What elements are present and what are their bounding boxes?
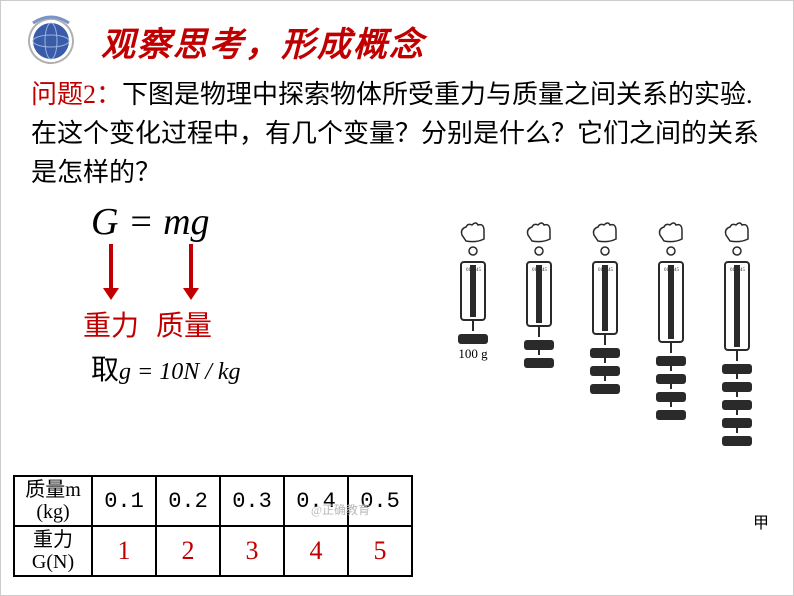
weight-disc-icon <box>722 436 752 446</box>
label-gravity: 重力 <box>83 304 139 344</box>
spring-scale-icon: 012345 <box>460 261 486 321</box>
hook-line <box>604 335 606 345</box>
experiment-illustration: 012345 100 g 012345 012345 012345 012345 甲 <box>445 221 775 541</box>
spring-scale-icon: 012345 <box>592 261 618 335</box>
spring-scale-set: 012345 <box>643 221 699 420</box>
hook-line <box>736 351 738 361</box>
hook-line <box>538 327 540 337</box>
connector-line <box>736 428 738 433</box>
weight-cell: 3 <box>220 526 284 576</box>
hand-icon <box>722 221 752 243</box>
weight-disc-icon <box>458 334 488 344</box>
spring-scale-set: 012345 <box>709 221 765 446</box>
hook-line <box>670 343 672 353</box>
connector-line <box>670 384 672 389</box>
weight-disc-icon <box>590 348 620 358</box>
hand-icon <box>656 221 686 243</box>
spring-scale-icon: 012345 <box>658 261 684 343</box>
connector-line <box>670 366 672 371</box>
connector-line <box>736 392 738 397</box>
experiment-caption: 甲 <box>753 509 769 533</box>
weight-disc-icon <box>590 366 620 376</box>
globe-icon <box>21 11 81 71</box>
spring-scale-icon: 012345 <box>724 261 750 351</box>
take-g-prefix: 取 <box>91 355 119 386</box>
spring-scale-set: 012345 <box>577 221 633 394</box>
weight-disc-icon <box>656 374 686 384</box>
page-title: 观察思考，形成概念 <box>101 17 425 66</box>
connector-line <box>736 374 738 379</box>
spring-scale-icon: 012345 <box>526 261 552 327</box>
hand-icon <box>590 221 620 243</box>
row-header-mass: 质量m (kg) <box>14 476 92 526</box>
question-label: 问题2： <box>31 80 122 109</box>
arrow-down-icon <box>109 244 113 290</box>
weight-cell: 1 <box>92 526 156 576</box>
connector-line <box>736 410 738 415</box>
weight-disc-icon <box>590 384 620 394</box>
table-row: 重力G(N) 1 2 3 4 5 <box>14 526 412 576</box>
spring-scale-set: 012345 <box>511 221 567 368</box>
weight-disc-icon <box>524 358 554 368</box>
weight-cell: 4 <box>284 526 348 576</box>
weight-cell: 2 <box>156 526 220 576</box>
ring-icon <box>466 243 480 261</box>
ring-icon <box>730 243 744 261</box>
question-text: 下图是物理中探索物体所受重力与质量之间关系的实验.在这个变化过程中，有几个变量？… <box>31 80 759 187</box>
weight-disc-icon <box>656 356 686 366</box>
arrow-down-icon <box>189 244 193 290</box>
hook-line <box>472 321 474 331</box>
hand-icon <box>458 221 488 243</box>
ring-icon <box>598 243 612 261</box>
connector-line <box>604 358 606 363</box>
weight-disc-icon <box>722 364 752 374</box>
formula-arrows <box>97 244 297 304</box>
first-mass-label: 100 g <box>458 346 487 362</box>
mass-cell: 0.3 <box>220 476 284 526</box>
connector-line <box>670 402 672 407</box>
mass-cell: 0.1 <box>92 476 156 526</box>
weight-disc-icon <box>656 410 686 420</box>
connector-line <box>538 350 540 355</box>
weight-disc-icon <box>722 400 752 410</box>
row-header-weight: 重力G(N) <box>14 526 92 576</box>
question-block: 问题2：下图是物理中探索物体所受重力与质量之间关系的实验.在这个变化过程中，有几… <box>1 75 793 192</box>
weight-disc-icon <box>722 382 752 392</box>
hand-icon <box>524 221 554 243</box>
weight-cell: 5 <box>348 526 412 576</box>
mass-cell: 0.2 <box>156 476 220 526</box>
watermark-text: @正确教育 <box>311 501 370 518</box>
weight-disc-icon <box>524 340 554 350</box>
take-g-expr: g = 10N / kg <box>119 359 241 385</box>
connector-line <box>604 376 606 381</box>
weight-disc-icon <box>722 418 752 428</box>
data-table: 质量m (kg) 0.1 0.2 0.3 0.4 0.5 重力G(N) 1 2 … <box>13 475 413 577</box>
spring-scale-set: 012345 100 g <box>445 221 501 362</box>
ring-icon <box>664 243 678 261</box>
data-table-wrap: 质量m (kg) 0.1 0.2 0.3 0.4 0.5 重力G(N) 1 2 … <box>13 475 413 577</box>
weight-disc-icon <box>656 392 686 402</box>
label-mass: 质量 <box>156 304 212 344</box>
ring-icon <box>532 243 546 261</box>
